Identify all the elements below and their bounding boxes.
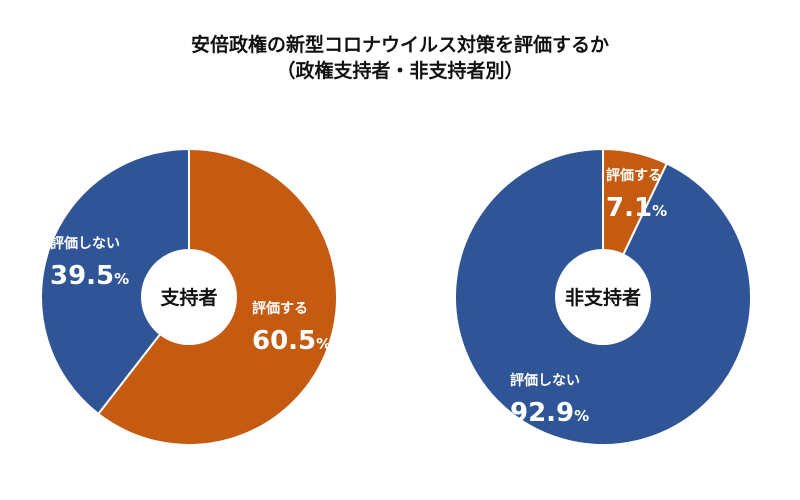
center-label: 支持者 [159,286,217,309]
percent-unit: % [574,407,589,425]
chart-subtitle: （政権支持者・非支持者別） [276,60,524,82]
slice-label: 評価しない [510,372,580,389]
donut-hole [555,249,651,345]
percent-unit: % [114,270,129,288]
slice-label: 評価しない [50,235,120,252]
slice-label: 評価する [252,300,308,317]
donut-hole [141,249,237,345]
chart-title: 安倍政権の新型コロナウイルス対策を評価するか [190,34,609,56]
percent-unit: % [316,335,331,353]
percent-unit: % [652,202,667,220]
slice-value-label: 7.1% [606,193,667,223]
donut-slice [40,147,190,416]
slice-label: 評価する [606,167,662,184]
center-label: 非支持者 [565,286,641,309]
